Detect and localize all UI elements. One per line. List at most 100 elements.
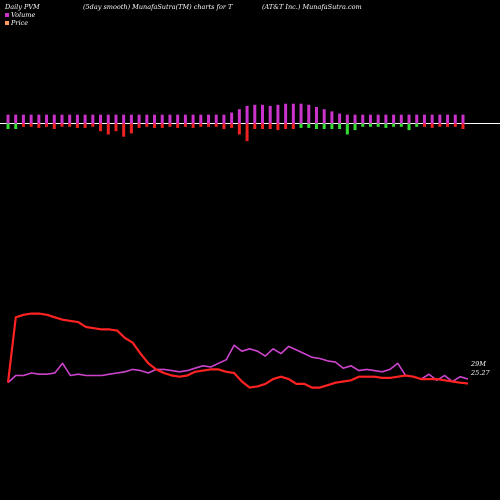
volume-bar-down [168, 123, 172, 127]
volume-bar-down [153, 123, 157, 128]
volume-bar-up [422, 114, 426, 124]
volume-bar-up [75, 114, 79, 124]
volume-bar-down [399, 123, 403, 127]
volume-bar-down [91, 123, 95, 127]
volume-bar-up [453, 114, 457, 124]
volume-bar-down [338, 123, 342, 129]
chart-header-company: (AT&T Inc.) MunafaSutra.com [262, 3, 362, 11]
volume-bar-up [99, 114, 103, 124]
volume-bar-down [376, 123, 380, 127]
volume-bar-up [276, 104, 280, 124]
volume-bar-down [276, 123, 280, 131]
volume-bar-down [322, 123, 326, 129]
volume-bar-down [106, 123, 110, 135]
volume-bar-up [268, 105, 272, 124]
legend-label-price: Price [11, 19, 29, 27]
volume-bar-up [260, 104, 264, 124]
volume-bar-up [307, 104, 311, 124]
volume-bar-up [29, 114, 33, 124]
volume-bar-up [353, 114, 357, 124]
volume-bar-down [214, 123, 218, 127]
volume-bar-down [83, 123, 87, 128]
volume-bar-up [168, 114, 172, 124]
volume-bar-up [14, 114, 18, 124]
volume-bar-down [129, 123, 133, 134]
volume-bar-down [307, 123, 311, 128]
series-lines [6, 312, 469, 389]
volume-bar-up [299, 103, 303, 124]
volume-bar-down [260, 123, 264, 129]
volume-bar-down [14, 123, 18, 129]
volume-bar-up [430, 114, 434, 124]
volume-bar-down [137, 123, 141, 128]
volume-bar-down [291, 123, 295, 129]
volume-bar-down [299, 123, 303, 128]
volume-bar-down [314, 123, 318, 129]
volume-bar-up [129, 114, 133, 124]
chart-header-left: Daily PVM [5, 3, 40, 11]
volume-bar-down [368, 123, 372, 127]
volume-bar-down [230, 123, 234, 128]
volume-bar-down [222, 123, 226, 129]
volume-bar-down [430, 123, 434, 128]
volume-bar-up [461, 114, 465, 124]
volume-bar-up [338, 113, 342, 124]
volume-bar-down [29, 123, 33, 127]
volume-bar-down [176, 123, 180, 128]
volume-bar-up [68, 114, 72, 124]
volume-bar-down [446, 123, 450, 127]
volume-bar-up [230, 112, 234, 124]
volume-bar-down [345, 123, 349, 135]
volume-bar-down [353, 123, 357, 131]
volume-bar-up [384, 114, 388, 124]
volume-bar-up [83, 114, 87, 124]
legend-swatch-price [5, 21, 9, 25]
volume-bar-up [407, 114, 411, 124]
volume-bar-up [160, 114, 164, 124]
volume-bar-down [68, 123, 72, 127]
volume-bar-down [330, 123, 334, 129]
volume-bar-up [237, 109, 241, 124]
volume-bar-down [384, 123, 388, 128]
volume-bar-up [176, 114, 180, 124]
volume-bar-up [6, 114, 10, 124]
series-line-volume [7, 344, 469, 384]
volume-bar-down [45, 123, 49, 127]
volume-bar-up [60, 114, 64, 124]
volume-bar-up [137, 114, 141, 124]
volume-bar-up [106, 114, 110, 124]
volume-bar-down [253, 123, 257, 129]
volume-bar-down [37, 123, 41, 128]
volume-bar-down [60, 123, 64, 127]
volume-bar-up [253, 104, 257, 124]
volume-bar-up [21, 114, 25, 124]
volume-bar-up [361, 114, 365, 124]
volume-bar-down [268, 123, 272, 129]
volume-bar-down [392, 123, 396, 127]
legend-label-volume: Volume [11, 11, 36, 19]
volume-bars [6, 103, 465, 142]
volume-bar-down [438, 123, 442, 127]
legend-item-price: Price [5, 19, 28, 27]
volume-bar-up [45, 114, 49, 124]
volume-bar-up [376, 114, 380, 124]
volume-bar-up [145, 114, 149, 124]
volume-bar-down [160, 123, 164, 128]
volume-bar-up [122, 114, 126, 124]
volume-bar-up [368, 114, 372, 124]
volume-bar-up [183, 114, 187, 124]
volume-bar-down [199, 123, 203, 127]
volume-bar-up [291, 103, 295, 124]
volume-bar-down [407, 123, 411, 131]
volume-bar-down [122, 123, 126, 137]
volume-bar-up [314, 107, 318, 124]
volume-bar-up [446, 114, 450, 124]
volume-bar-down [237, 123, 241, 135]
volume-bar-up [37, 114, 41, 124]
volume-bar-down [21, 123, 25, 127]
volume-bar-down [207, 123, 211, 127]
volume-bar-up [330, 111, 334, 124]
volume-last-label: 29M [470, 360, 486, 368]
volume-bar-down [75, 123, 79, 128]
